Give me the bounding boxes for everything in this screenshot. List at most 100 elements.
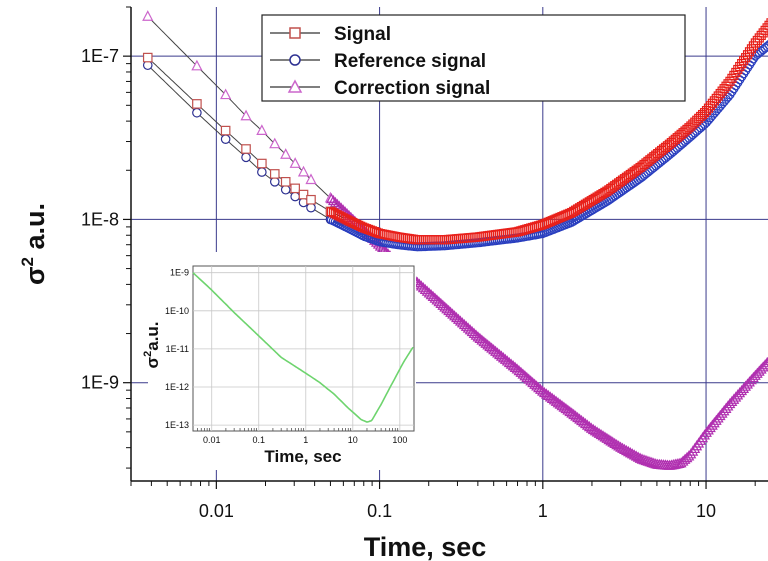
inset-y-tick-label: 1E-9 <box>170 268 189 278</box>
triangle-marker <box>492 347 503 358</box>
triangle-marker <box>529 378 540 389</box>
triangle-marker <box>593 427 605 438</box>
triangle-marker <box>538 386 550 398</box>
main-series-clip <box>142 10 768 470</box>
triangle-marker <box>443 304 455 316</box>
main-series <box>142 10 768 470</box>
triangle-marker <box>572 411 583 423</box>
triangle-marker <box>597 430 609 441</box>
triangle-marker <box>435 297 447 309</box>
circle-marker <box>290 191 300 202</box>
triangle-marker <box>509 361 521 372</box>
triangle-marker <box>595 428 607 440</box>
triangle-marker <box>763 356 768 366</box>
y-axis-title: σ2 a.u. <box>18 203 50 285</box>
triangle-marker <box>603 433 615 445</box>
main-ticks: 0.01 0.1 1 10 1E-7 1E-8 1E-9 <box>81 6 756 521</box>
triangle-marker <box>470 329 482 340</box>
triangle-marker <box>472 331 484 342</box>
triangle-marker <box>454 315 466 326</box>
triangle-marker <box>297 165 310 177</box>
inset-y-axis-sup: 2 <box>142 351 154 357</box>
triangle-marker <box>220 88 232 100</box>
triangle-marker <box>507 360 519 371</box>
triangle-marker <box>554 398 566 409</box>
triangle-marker <box>517 368 529 379</box>
triangle-marker <box>497 352 509 363</box>
square-marker <box>306 194 316 205</box>
inset-x-tick-label: 10 <box>348 435 358 445</box>
triangle-marker <box>327 194 339 206</box>
square-marker <box>290 183 300 194</box>
triangle-marker <box>515 366 527 377</box>
series-correction-signal <box>142 10 768 470</box>
triangle-marker <box>548 394 560 405</box>
triangle-marker <box>419 283 431 295</box>
triangle-marker <box>605 435 617 446</box>
triangle-marker <box>490 345 501 356</box>
legend-square-icon <box>289 27 301 39</box>
circle-marker <box>269 176 280 187</box>
triangle-marker <box>445 306 456 317</box>
triangle-marker <box>437 299 449 310</box>
inset-plot-area <box>192 265 415 432</box>
triangle-marker <box>329 196 341 208</box>
triangle-marker <box>556 399 568 411</box>
triangle-marker <box>460 320 472 331</box>
triangle-marker <box>478 335 490 347</box>
triangle-marker <box>607 436 619 447</box>
triangle-marker <box>552 397 564 408</box>
triangle-marker <box>451 311 462 323</box>
triangle-marker <box>566 407 578 418</box>
triangle-marker <box>289 157 301 168</box>
triangle-marker <box>468 327 480 338</box>
triangle-marker <box>441 303 453 314</box>
legend-label-reference: Reference signal <box>334 51 486 72</box>
triangle-marker <box>542 389 554 401</box>
inset-x-tick-label: 0.01 <box>203 435 221 445</box>
inset-series-line <box>192 272 414 423</box>
triangle-marker <box>564 405 576 417</box>
y-axis-title-sup: 2 <box>18 257 37 266</box>
triangle-marker <box>558 401 570 412</box>
inset-y-tick-label: 1E-12 <box>165 382 189 392</box>
inset-y-axis-sigma: σ <box>143 357 162 369</box>
triangle-marker <box>587 423 599 435</box>
inset-y-axis-title: σ2a.u. <box>142 321 162 368</box>
square-marker <box>241 144 251 154</box>
triangle-marker <box>462 322 474 333</box>
triangle-marker <box>505 358 517 369</box>
triangle-marker <box>240 109 252 121</box>
legend-item-reference: Reference signal <box>270 51 486 72</box>
legend-item-signal: Signal <box>270 24 391 45</box>
triangle-marker <box>484 340 496 352</box>
inset-y-axis-unit: a.u. <box>143 321 162 350</box>
legend-item-correction: Correction signal <box>270 78 490 99</box>
main-x-tick-label: 0.01 <box>199 501 234 521</box>
triangle-marker <box>439 301 451 312</box>
triangle-marker <box>423 287 435 298</box>
triangle-marker <box>511 363 523 374</box>
triangle-marker <box>675 457 687 468</box>
legend-circle-icon <box>289 54 301 66</box>
triangle-marker <box>609 437 621 448</box>
triangle-marker <box>601 432 613 443</box>
triangle-marker <box>326 192 337 204</box>
inset-y-tick-label: 1E-13 <box>165 420 189 430</box>
triangle-marker <box>427 290 439 302</box>
triangle-marker <box>453 313 464 324</box>
triangle-marker <box>480 337 492 348</box>
square-marker <box>192 99 202 109</box>
legend-label-correction: Correction signal <box>334 78 490 99</box>
triangle-marker <box>269 137 281 149</box>
triangle-marker <box>305 173 317 185</box>
triangle-marker <box>191 59 203 71</box>
triangle-marker <box>525 375 537 386</box>
triangle-marker <box>376 242 388 253</box>
square-marker <box>269 169 280 179</box>
triangle-marker <box>421 285 433 296</box>
triangle-marker <box>576 414 587 426</box>
triangle-marker <box>523 373 535 384</box>
triangle-marker <box>494 348 505 360</box>
